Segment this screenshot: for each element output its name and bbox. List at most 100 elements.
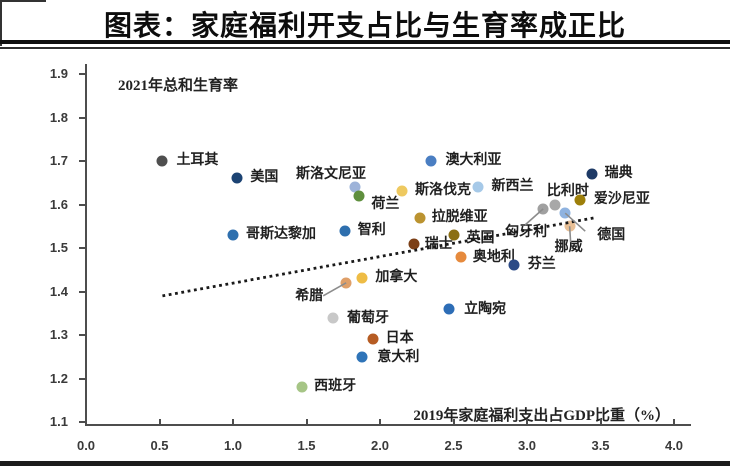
bottom-rule <box>0 461 730 466</box>
y-tick-label: 1.7 <box>49 153 68 168</box>
x-tick-label: 2.0 <box>370 438 390 453</box>
x-tick-mark <box>85 419 87 424</box>
y-tick-mark <box>79 203 86 206</box>
data-point-label: 英国 <box>466 230 495 246</box>
data-point <box>559 207 571 219</box>
y-tick-mark <box>79 116 86 119</box>
x-tick-label: 3.0 <box>517 438 537 453</box>
data-point <box>356 272 368 284</box>
y-tick-mark <box>79 377 86 380</box>
data-point-label: 澳大利亚 <box>445 153 502 168</box>
x-tick-label: 1.0 <box>223 438 243 453</box>
chart-title: 图表：家庭福利开支占比与生育率成正比 <box>103 11 626 42</box>
data-point <box>156 155 168 167</box>
data-point <box>353 190 365 202</box>
data-point <box>340 277 352 289</box>
y-tick-mark <box>79 290 86 293</box>
data-point <box>448 229 459 241</box>
x-axis-title: 2019年家庭福利支出占GDP比重（%） <box>413 408 670 424</box>
frame-top-edge <box>0 0 46 2</box>
data-point <box>414 212 426 224</box>
data-point <box>564 220 576 232</box>
x-tick-mark <box>452 419 455 424</box>
data-point-label: 爱沙尼亚 <box>593 192 650 208</box>
data-point <box>367 333 379 345</box>
y-tick-label: 1.6 <box>49 196 68 212</box>
x-tick-mark <box>673 419 675 424</box>
data-point-label: 挪威 <box>554 240 583 256</box>
y-tick-label: 1.2 <box>49 370 68 386</box>
data-point-label: 意大利 <box>377 349 420 365</box>
data-point-label: 葡萄牙 <box>346 310 389 326</box>
data-point <box>443 303 455 315</box>
data-point <box>408 238 420 250</box>
data-point-label: 新西兰 <box>491 179 534 195</box>
data-point <box>349 181 361 193</box>
data-point <box>425 155 437 167</box>
data-point <box>296 381 308 393</box>
data-point <box>356 351 368 363</box>
data-point <box>455 251 467 263</box>
data-point-label: 日本 <box>385 331 414 347</box>
data-point-label: 美国 <box>250 170 279 186</box>
y-tick-label: 1.1 <box>49 414 68 429</box>
y-tick-label: 1.8 <box>49 109 68 125</box>
y-tick-mark <box>79 334 86 336</box>
data-point-label: 德国 <box>597 228 626 244</box>
y-tick-label: 1.9 <box>49 66 68 81</box>
y-axis-title: 2021年总和生育率 <box>118 78 239 94</box>
data-point-label: 希腊 <box>295 288 324 304</box>
data-point-label: 荷兰 <box>371 196 400 212</box>
x-tick-mark <box>158 419 161 424</box>
x-tick-mark <box>232 419 234 424</box>
x-tick-label: 1.5 <box>297 438 316 453</box>
y-tick-label: 1.4 <box>49 283 68 299</box>
x-tick-mark <box>526 419 528 424</box>
data-point <box>574 194 586 206</box>
y-axis <box>85 64 87 425</box>
data-point-label: 匈牙利 <box>505 224 548 240</box>
data-point-label: 斯洛文尼亚 <box>296 167 367 183</box>
frame-left-edge <box>0 0 2 46</box>
x-tick-label: 3.5 <box>591 438 610 453</box>
data-point <box>549 199 561 210</box>
x-axis <box>85 424 691 426</box>
data-point-label: 瑞士 <box>424 236 453 252</box>
data-point <box>472 181 484 193</box>
x-tick-label: 0.5 <box>150 438 169 453</box>
x-tick-mark <box>305 419 308 424</box>
data-point <box>227 229 239 241</box>
x-tick-mark <box>379 419 381 424</box>
data-point <box>537 203 549 215</box>
data-point-label: 智利 <box>357 222 386 238</box>
x-tick-mark <box>599 419 602 424</box>
data-point-label: 加拿大 <box>375 270 418 286</box>
y-tick-mark <box>79 160 86 162</box>
data-point-label: 瑞典 <box>604 166 633 182</box>
data-point-label: 斯洛伐克 <box>415 183 472 199</box>
data-point-label: 芬兰 <box>527 257 556 273</box>
y-tick-label: 1.5 <box>49 240 68 255</box>
title-rule-thin <box>0 47 730 49</box>
data-point <box>508 259 520 271</box>
y-tick-label: 1.3 <box>49 327 68 342</box>
x-tick-label: 2.5 <box>444 438 463 453</box>
data-point-label: 西班牙 <box>314 379 357 395</box>
y-tick-mark <box>79 247 86 249</box>
y-tick-mark <box>79 421 86 423</box>
x-tick-label: 0.0 <box>76 438 96 453</box>
title-rule-thick <box>0 40 730 44</box>
data-point <box>231 172 243 184</box>
x-tick-label: 4.0 <box>664 438 684 453</box>
data-point <box>339 225 351 237</box>
data-point-label: 土耳其 <box>176 153 219 168</box>
data-point <box>327 312 339 324</box>
data-point <box>396 185 408 197</box>
data-point-label: 哥斯达黎加 <box>246 226 316 242</box>
data-point <box>586 168 598 180</box>
data-point-label: 立陶宛 <box>464 301 507 317</box>
data-point-label: 拉脱维亚 <box>431 209 488 225</box>
y-tick-mark <box>79 73 86 75</box>
